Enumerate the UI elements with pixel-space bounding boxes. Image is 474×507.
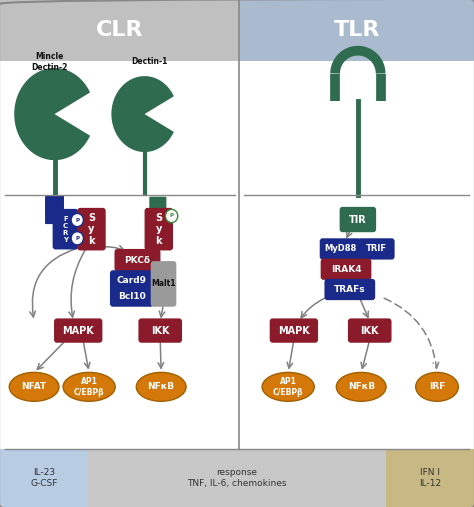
FancyBboxPatch shape — [53, 209, 78, 249]
FancyBboxPatch shape — [324, 279, 375, 300]
FancyBboxPatch shape — [77, 208, 106, 250]
Text: IKK: IKK — [151, 325, 170, 336]
Text: TIR: TIR — [349, 214, 367, 225]
Text: TLR: TLR — [334, 20, 380, 41]
FancyBboxPatch shape — [320, 259, 371, 280]
Text: MAPK: MAPK — [63, 325, 94, 336]
FancyBboxPatch shape — [114, 249, 160, 271]
PathPatch shape — [14, 68, 90, 160]
Text: Malt1: Malt1 — [151, 279, 176, 288]
FancyBboxPatch shape — [54, 318, 102, 343]
Ellipse shape — [416, 372, 458, 402]
Text: F
C
R
Y: F C R Y — [63, 215, 68, 243]
Text: CLR: CLR — [96, 20, 144, 41]
FancyBboxPatch shape — [319, 238, 361, 260]
FancyBboxPatch shape — [138, 318, 182, 343]
Text: IRF: IRF — [429, 382, 445, 391]
Text: TRAFs: TRAFs — [334, 285, 365, 294]
Circle shape — [165, 209, 178, 223]
Circle shape — [71, 213, 83, 227]
FancyBboxPatch shape — [151, 261, 176, 307]
Text: IRAK4: IRAK4 — [331, 265, 361, 274]
Text: Dectin-1: Dectin-1 — [131, 57, 167, 66]
FancyBboxPatch shape — [110, 270, 154, 291]
Ellipse shape — [63, 372, 115, 402]
Text: MAPK: MAPK — [278, 325, 310, 336]
Text: MyD88: MyD88 — [324, 244, 356, 254]
Ellipse shape — [336, 372, 386, 402]
Text: TRIF: TRIF — [366, 244, 387, 254]
Text: S
y
k: S y k — [88, 212, 95, 246]
FancyBboxPatch shape — [339, 207, 376, 232]
FancyBboxPatch shape — [149, 197, 166, 222]
FancyBboxPatch shape — [270, 318, 318, 343]
FancyBboxPatch shape — [145, 208, 173, 250]
Ellipse shape — [262, 372, 314, 402]
Bar — [0, 0, 239, 61]
Text: NFκB: NFκB — [147, 382, 175, 391]
Bar — [0, 449, 88, 507]
Circle shape — [71, 232, 83, 245]
Text: response
TNF, IL-6, chemokines: response TNF, IL-6, chemokines — [187, 468, 287, 488]
Text: Bcl10: Bcl10 — [118, 292, 146, 301]
Text: PKCδ: PKCδ — [125, 256, 150, 265]
Bar — [239, 0, 474, 61]
Text: Card9: Card9 — [117, 276, 147, 285]
Text: NFκB: NFκB — [347, 382, 375, 391]
Bar — [386, 449, 474, 507]
Bar — [0, 61, 474, 449]
FancyBboxPatch shape — [348, 318, 392, 343]
Text: IKK: IKK — [360, 325, 379, 336]
FancyBboxPatch shape — [358, 238, 394, 260]
FancyBboxPatch shape — [110, 286, 154, 307]
Ellipse shape — [137, 372, 186, 402]
Text: P: P — [75, 236, 79, 241]
Text: IL-23
G-CSF: IL-23 G-CSF — [30, 468, 58, 488]
Text: NFAT: NFAT — [21, 382, 47, 391]
Bar — [88, 449, 386, 507]
Text: AP1
C/EBPβ: AP1 C/EBPβ — [74, 377, 104, 396]
Text: P: P — [75, 218, 79, 223]
FancyBboxPatch shape — [45, 196, 64, 224]
Ellipse shape — [9, 372, 59, 402]
Text: Mincle
Dectin-2: Mincle Dectin-2 — [32, 52, 68, 71]
PathPatch shape — [111, 76, 174, 152]
Text: IFN I
IL-12: IFN I IL-12 — [419, 468, 441, 488]
Text: P: P — [170, 213, 173, 219]
Text: AP1
C/EBPβ: AP1 C/EBPβ — [273, 377, 303, 396]
Text: S
y
k: S y k — [155, 212, 163, 246]
